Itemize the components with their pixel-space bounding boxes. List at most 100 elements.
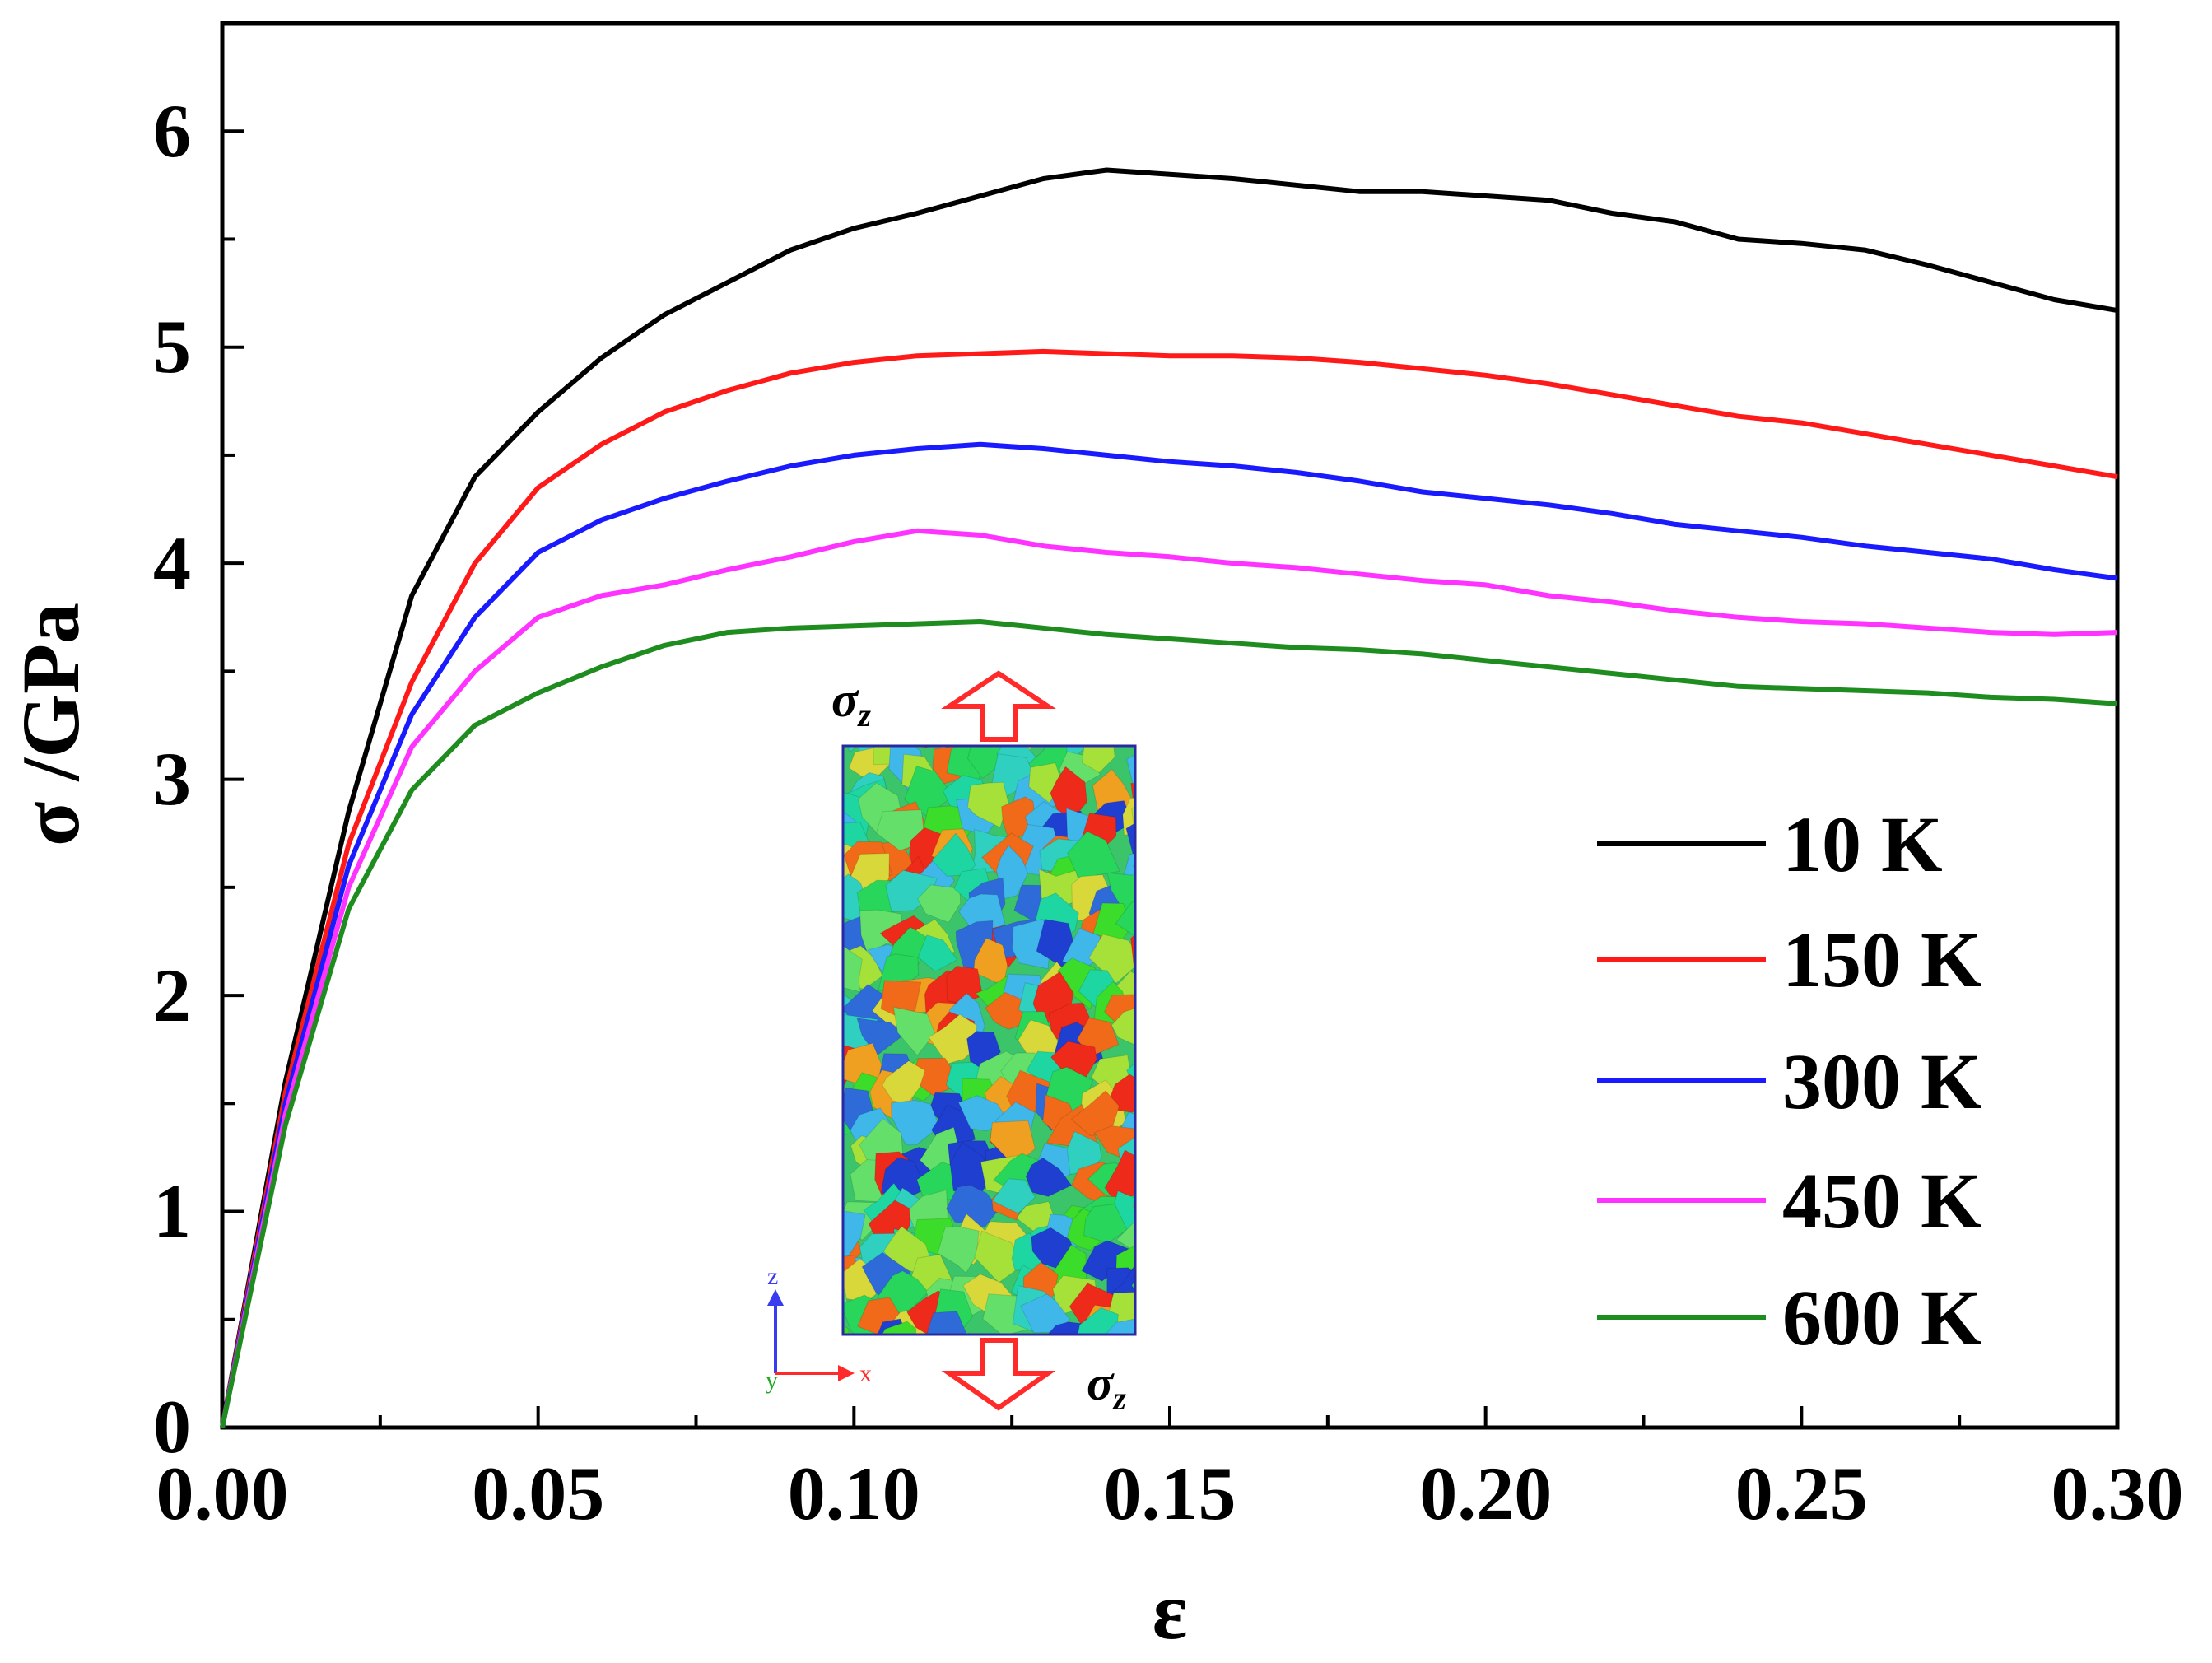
data-series [220,167,2118,1428]
grain [1022,707,1067,745]
grain [917,934,958,972]
grain [1111,1008,1135,1045]
legend-label-150k: 150 K [1782,915,1982,1004]
x-tick-label: 0.00 [156,1451,289,1535]
tension-arrow-up-icon [941,670,1056,742]
grain [936,746,949,750]
grain [1148,990,1187,1022]
grain [974,1230,1023,1283]
y-tick-label: 1 [153,1169,191,1253]
grain [1132,1189,1135,1214]
grain [793,1064,836,1106]
x-tick-label: 0.10 [788,1451,920,1535]
y-tick-label: 5 [153,305,191,389]
series-line-450k [220,528,2118,1428]
y-tick-label: 3 [153,737,191,821]
tension-arrow-down-icon [941,1338,1056,1411]
grain [881,1321,917,1335]
grain [1126,753,1135,785]
axis-ticks [221,21,2119,1429]
grain [1152,780,1197,819]
grain [915,746,929,748]
grain [1125,822,1135,857]
triad-y-label: y [766,1367,778,1394]
grain [1104,1149,1135,1200]
grain [843,1288,850,1316]
series-line-300k [220,441,2118,1428]
grain [875,1350,912,1395]
legend-label-600k: 600 K [1782,1274,1982,1362]
grain [843,945,863,993]
grain [1152,717,1199,756]
grain [1130,782,1135,806]
y-tick-label: 4 [153,521,191,605]
grain [1132,862,1135,873]
sample-grains [787,707,1199,1412]
grain [995,844,1029,900]
y-tick-label: 0 [153,1385,191,1469]
grain [856,1018,906,1056]
grain [1033,1363,1083,1412]
grain [1025,1157,1073,1197]
grain [1142,1210,1194,1257]
grain [1105,1318,1135,1335]
triad-z-label: z [767,1263,778,1290]
grain [1139,1001,1190,1044]
grain [789,901,839,948]
grain [1133,816,1135,824]
grain [1144,879,1186,920]
x-tick-label: 0.15 [1104,1451,1236,1535]
grain [859,909,902,956]
legend-label-450k: 450 K [1782,1157,1982,1245]
legend: 10 K 150 K 300 K 450 K 600 K [1597,800,1982,1362]
grain [843,1325,850,1335]
grain [799,1018,835,1063]
grain [1115,1220,1135,1253]
grain [1147,1157,1193,1192]
x-tick-label: 0.20 [1419,1451,1552,1535]
series-line-600k [220,619,2118,1428]
grain [957,1095,1009,1132]
grain [1131,1280,1135,1292]
grain [1145,1249,1197,1293]
x-tick-label: 0.05 [472,1451,604,1535]
grain [1138,1139,1177,1172]
grain [1077,1307,1120,1335]
y-axis-label: σ /GPa [5,603,96,846]
grain [991,1178,1036,1214]
grain [1139,895,1181,934]
grain [966,781,1009,828]
triad-x-label: x [859,1360,872,1387]
grain [1154,955,1187,993]
x-tick-label: 0.30 [2051,1451,2184,1535]
series-line-10k [220,167,2118,1428]
sample-border [841,744,1137,1336]
grain [1115,900,1135,936]
grain [1131,806,1135,836]
sigma-z-bottom-label: σz [1087,1356,1126,1417]
grain [801,891,840,929]
grain [928,1013,978,1064]
grain [795,976,842,1019]
grain [789,1139,842,1188]
y-tick-label: 2 [153,953,191,1037]
grain [847,746,859,753]
grain [1133,1104,1135,1112]
grain [1142,1321,1181,1355]
grain [937,1225,980,1274]
grain [1136,1352,1172,1392]
grain [892,1006,936,1056]
x-axis-label: ε [1153,1565,1188,1656]
sigma-z-top-label: σz [831,673,871,734]
grain [1070,1331,1080,1335]
grain [891,1099,940,1146]
y-tick-label: 6 [153,89,191,173]
coordinate-triad: z x y [766,1263,872,1394]
grain [1142,1291,1196,1332]
grain [795,1179,832,1228]
legend-label-10k: 10 K [1782,800,1943,888]
grain [787,759,831,809]
grain [1130,934,1135,967]
grain [926,1311,967,1335]
